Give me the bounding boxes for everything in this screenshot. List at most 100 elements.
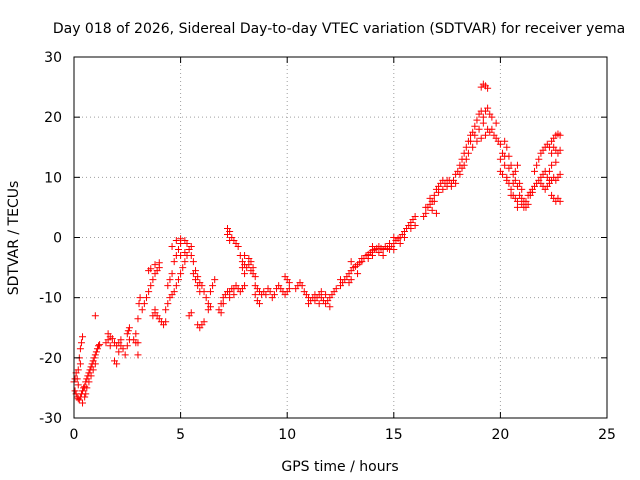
data-point xyxy=(95,342,103,350)
data-point xyxy=(428,206,436,214)
data-point xyxy=(132,330,140,338)
data-point xyxy=(516,179,524,187)
data-point xyxy=(518,185,526,193)
data-point xyxy=(140,300,148,308)
data-point xyxy=(166,276,174,284)
data-point xyxy=(172,282,180,290)
data-point xyxy=(458,164,466,172)
y-tick-label: -10 xyxy=(39,291,62,307)
data-point xyxy=(496,155,504,163)
data-point xyxy=(456,170,464,178)
data-point xyxy=(368,252,376,260)
data-point xyxy=(147,265,155,273)
data-point xyxy=(206,303,214,311)
x-tick-label: 15 xyxy=(385,427,403,443)
data-point xyxy=(226,237,234,245)
data-point xyxy=(145,288,153,296)
data-point xyxy=(513,197,521,205)
data-point xyxy=(298,282,306,290)
data-point xyxy=(96,341,104,349)
data-point xyxy=(430,191,438,199)
data-point xyxy=(462,143,470,151)
data-point xyxy=(251,291,259,299)
data-point xyxy=(241,270,249,278)
data-point xyxy=(241,252,249,260)
data-point xyxy=(162,306,170,314)
data-point xyxy=(90,354,98,362)
data-point xyxy=(151,306,159,314)
x-tick-label: 25 xyxy=(598,427,616,443)
data-point xyxy=(501,152,509,160)
data-point xyxy=(484,84,492,92)
data-point xyxy=(505,164,513,172)
data-point xyxy=(326,303,334,311)
data-point xyxy=(251,273,259,281)
data-point xyxy=(509,179,517,187)
grid xyxy=(74,57,607,418)
data-point xyxy=(177,235,185,243)
data-point xyxy=(528,188,536,196)
data-point xyxy=(545,167,553,175)
data-point xyxy=(71,375,79,383)
data-point xyxy=(117,342,125,350)
data-point xyxy=(211,276,219,284)
data-point xyxy=(74,381,82,389)
data-point xyxy=(447,182,455,190)
data-point xyxy=(202,294,210,302)
data-point xyxy=(162,318,170,326)
data-point xyxy=(548,149,556,157)
data-point xyxy=(91,312,99,320)
data-point xyxy=(93,345,101,353)
data-point xyxy=(174,276,182,284)
data-point xyxy=(151,261,159,269)
data-point xyxy=(499,170,507,178)
data-point xyxy=(285,285,293,293)
data-point xyxy=(168,243,176,251)
data-point xyxy=(548,161,556,169)
data-point xyxy=(115,348,123,356)
data-point xyxy=(520,197,528,205)
y-tick-label: 20 xyxy=(44,110,62,126)
data-point xyxy=(196,288,204,296)
data-point xyxy=(189,270,197,278)
data-point xyxy=(317,288,325,296)
data-point xyxy=(79,387,87,395)
data-point xyxy=(83,384,91,392)
data-point xyxy=(305,300,313,308)
data-point xyxy=(484,104,492,112)
data-point xyxy=(108,335,116,343)
data-point xyxy=(123,330,131,338)
data-point xyxy=(77,339,85,347)
data-points xyxy=(70,80,564,407)
x-tick-label: 10 xyxy=(278,427,296,443)
data-point xyxy=(435,188,443,196)
data-point xyxy=(488,125,496,133)
data-point xyxy=(230,291,238,299)
data-point xyxy=(266,288,274,296)
data-point xyxy=(91,360,99,368)
data-point xyxy=(79,333,87,341)
data-point xyxy=(79,399,87,407)
x-tick-label: 0 xyxy=(70,427,79,443)
data-point xyxy=(556,146,564,154)
data-point xyxy=(347,258,355,266)
data-point xyxy=(123,342,131,350)
data-point xyxy=(194,282,202,290)
data-point xyxy=(535,155,543,163)
data-point xyxy=(430,197,438,205)
data-point xyxy=(285,279,293,287)
data-point xyxy=(411,221,419,229)
data-point xyxy=(134,351,142,359)
data-point xyxy=(488,113,496,121)
data-point xyxy=(172,237,180,245)
data-point xyxy=(422,203,430,211)
data-point xyxy=(226,294,234,302)
data-point xyxy=(76,360,84,368)
data-point xyxy=(511,167,519,175)
data-point xyxy=(471,122,479,130)
data-point xyxy=(477,134,485,142)
data-point xyxy=(358,255,366,263)
data-point xyxy=(524,200,532,208)
data-point xyxy=(179,264,187,272)
data-point xyxy=(503,143,511,151)
